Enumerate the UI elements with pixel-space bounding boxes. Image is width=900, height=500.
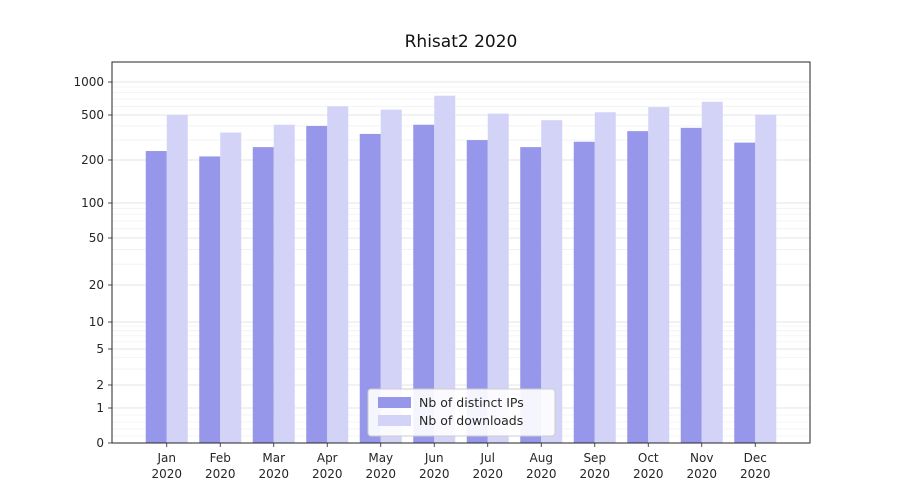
bar [573,141,595,443]
x-tick-label-month: Nov [690,451,713,465]
bar [648,107,670,444]
legend-label: Nb of distinct IPs [419,395,524,410]
bar [487,113,509,443]
x-tick-label-month: Mar [262,451,285,465]
y-tick-label: 100 [81,196,104,210]
bar [594,112,616,443]
y-tick-label: 1000 [73,75,104,89]
bar [359,133,381,443]
y-tick-label: 2 [96,378,104,392]
y-tick-label: 500 [81,108,104,122]
bar [627,131,649,443]
x-tick-label-year: 2020 [312,467,343,481]
y-tick-label: 20 [89,278,104,292]
bar [680,127,702,443]
y-tick-label: 200 [81,153,104,167]
x-tick-label-year: 2020 [633,467,664,481]
bar [734,142,756,443]
x-tick-label-year: 2020 [151,467,182,481]
legend-box [367,388,556,437]
x-tick-label-year: 2020 [258,467,289,481]
bar [541,120,563,443]
y-tick-label: 0 [96,436,104,450]
x-tick-label-month: Aug [530,451,553,465]
y-tick-label: 50 [89,231,104,245]
bar [755,114,777,443]
x-tick-label-year: 2020 [686,467,717,481]
x-tick-label-month: Jan [157,451,177,465]
x-tick-label-year: 2020 [579,467,610,481]
y-tick-label: 5 [96,342,104,356]
x-tick-label-month: Feb [210,451,231,465]
bar [380,109,402,443]
legend-swatch [378,415,411,426]
y-tick-label: 1 [96,401,104,415]
x-tick-label-month: Oct [638,451,659,465]
plot-border [111,61,811,444]
bar [327,106,349,444]
bar [520,147,542,443]
x-tick-label-year: 2020 [365,467,396,481]
bar [306,125,328,444]
x-tick-label-year: 2020 [740,467,771,481]
bar [199,156,221,444]
bar [701,101,723,443]
chart-title: Rhisat2 2020 [405,32,518,52]
bar [273,124,295,444]
legend-swatch [378,397,411,408]
x-tick-label-month: Jul [480,451,495,465]
x-tick-label-year: 2020 [419,467,450,481]
x-tick-label-year: 2020 [526,467,557,481]
bar [434,95,456,444]
x-tick-label-year: 2020 [472,467,503,481]
bar [413,124,435,444]
bar [145,151,167,443]
bar [466,140,488,443]
x-tick-label-month: Sep [583,451,606,465]
legend-label: Nb of downloads [419,413,523,428]
y-tick-label: 10 [89,315,104,329]
x-tick-label-month: Jun [424,451,444,465]
bar [252,147,274,443]
x-tick-label-month: Dec [744,451,767,465]
bar [220,132,242,444]
x-tick-label-month: May [368,451,393,465]
x-tick-label-month: Apr [317,451,338,465]
bar [166,115,188,443]
x-tick-label-year: 2020 [205,467,236,481]
